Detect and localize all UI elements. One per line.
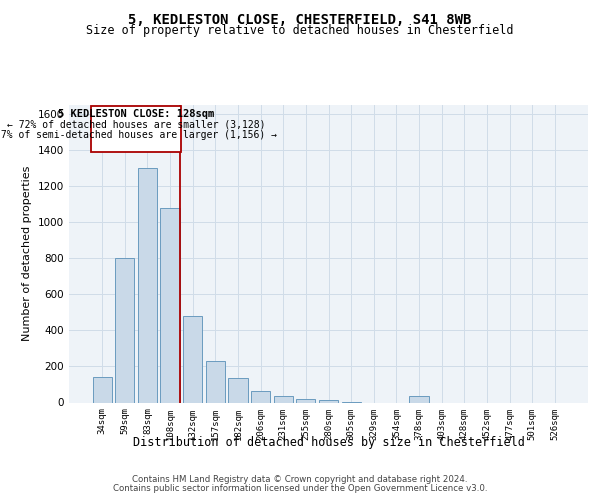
Text: Contains public sector information licensed under the Open Government Licence v3: Contains public sector information licen… [113,484,487,493]
Bar [296,398,316,402]
Bar [229,378,248,402]
Bar [274,396,293,402]
Bar [319,400,338,402]
Text: Contains HM Land Registry data © Crown copyright and database right 2024.: Contains HM Land Registry data © Crown c… [132,475,468,484]
Bar [183,316,202,402]
Bar [251,391,270,402]
Text: 5 KEDLESTON CLOSE: 128sqm: 5 KEDLESTON CLOSE: 128sqm [58,108,214,118]
Text: Size of property relative to detached houses in Chesterfield: Size of property relative to detached ho… [86,24,514,37]
Text: 5, KEDLESTON CLOSE, CHESTERFIELD, S41 8WB: 5, KEDLESTON CLOSE, CHESTERFIELD, S41 8W… [128,12,472,26]
Bar [160,208,180,402]
Text: ← 72% of detached houses are smaller (3,128): ← 72% of detached houses are smaller (3,… [7,119,265,129]
Bar [92,378,112,402]
Bar [409,396,428,402]
Bar [138,168,157,402]
Text: 27% of semi-detached houses are larger (1,156) →: 27% of semi-detached houses are larger (… [0,130,277,140]
Bar [206,361,225,403]
FancyBboxPatch shape [91,106,181,152]
Text: Distribution of detached houses by size in Chesterfield: Distribution of detached houses by size … [133,436,525,449]
Bar [115,258,134,402]
Y-axis label: Number of detached properties: Number of detached properties [22,166,32,342]
